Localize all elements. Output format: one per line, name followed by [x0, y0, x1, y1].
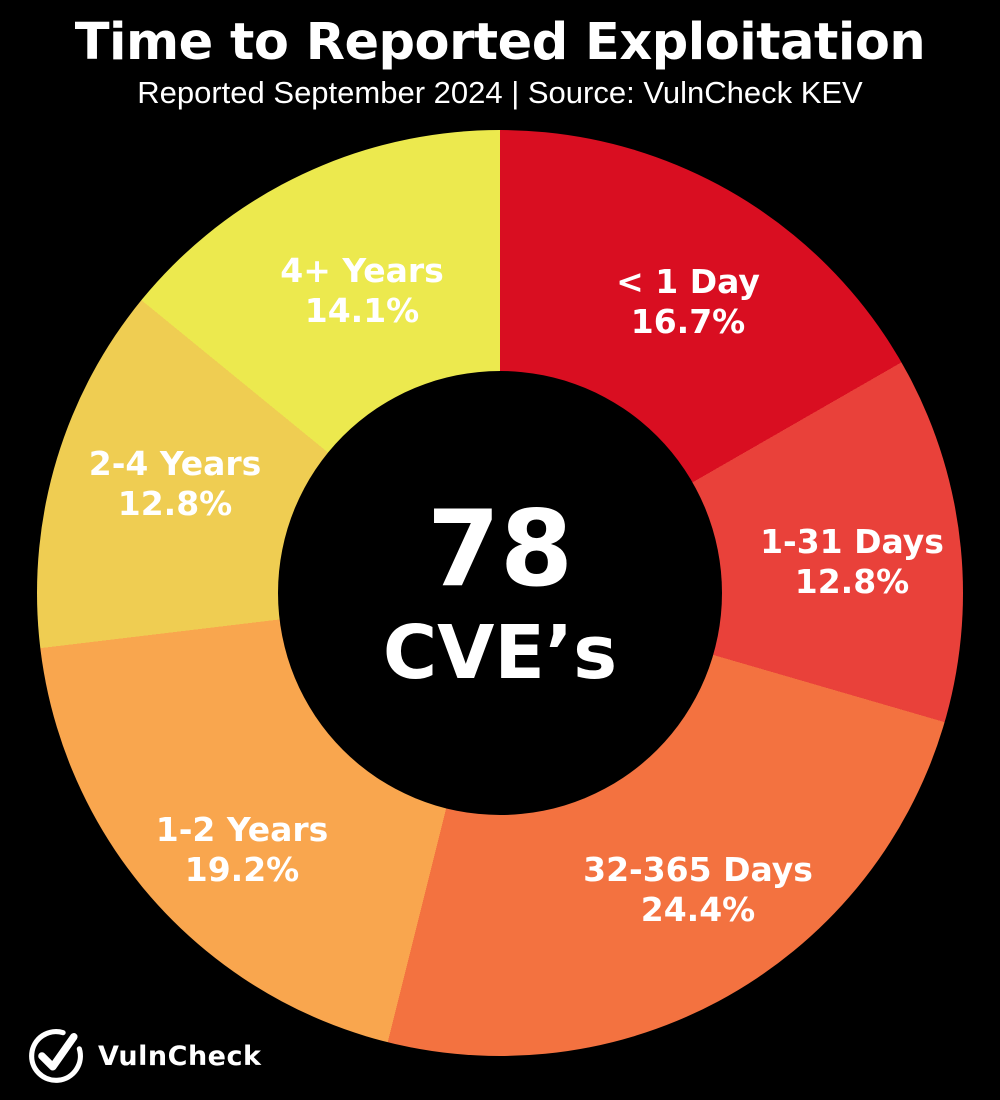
slice-label-4-plus-years: 4+ Years 14.1%: [280, 251, 444, 332]
slice-percent: 24.4%: [640, 890, 756, 929]
slice-name: < 1 Day: [616, 261, 760, 301]
vulncheck-logo-text: VulnCheck: [98, 1040, 262, 1072]
slice-label-2-4-years: 2-4 Years 12.8%: [89, 444, 262, 525]
slice-percent: 19.2%: [184, 850, 300, 889]
slice-percent: 14.1%: [304, 291, 420, 330]
chart-subtitle: Reported September 2024 | Source: VulnCh…: [137, 75, 863, 111]
slice-name: 2-4 Years: [88, 443, 262, 483]
slice-label-1-31-days: 1-31 Days 12.8%: [760, 522, 944, 603]
slice-percent: 12.8%: [117, 484, 233, 523]
chart-title: Time to Reported Exploitation: [74, 13, 926, 72]
donut-chart: 78 CVE’s: [37, 130, 963, 1056]
slice-name: 32-365 Days: [583, 849, 813, 889]
slice-name: 1-2 Years: [155, 809, 329, 849]
center-total-value: 78: [426, 487, 574, 610]
chart-header: Time to Reported Exploitation Reported S…: [0, 12, 1000, 111]
slice-name: 1-31 Days: [760, 521, 944, 561]
vulncheck-check-icon: [29, 1029, 83, 1083]
slice-percent: 12.8%: [794, 562, 910, 601]
vulncheck-logo: VulnCheck: [26, 1026, 261, 1086]
slice-label-1-2-years: 1-2 Years 19.2%: [156, 810, 329, 891]
slice-label-32-365-days: 32-365 Days 24.4%: [583, 850, 813, 931]
center-total-label: CVE’s: [382, 609, 618, 696]
slice-label-lt-1-day: < 1 Day 16.7%: [616, 262, 760, 343]
slice-percent: 16.7%: [630, 302, 746, 341]
donut-hole: 78 CVE’s: [278, 371, 722, 815]
slice-name: 4+ Years: [280, 250, 444, 290]
